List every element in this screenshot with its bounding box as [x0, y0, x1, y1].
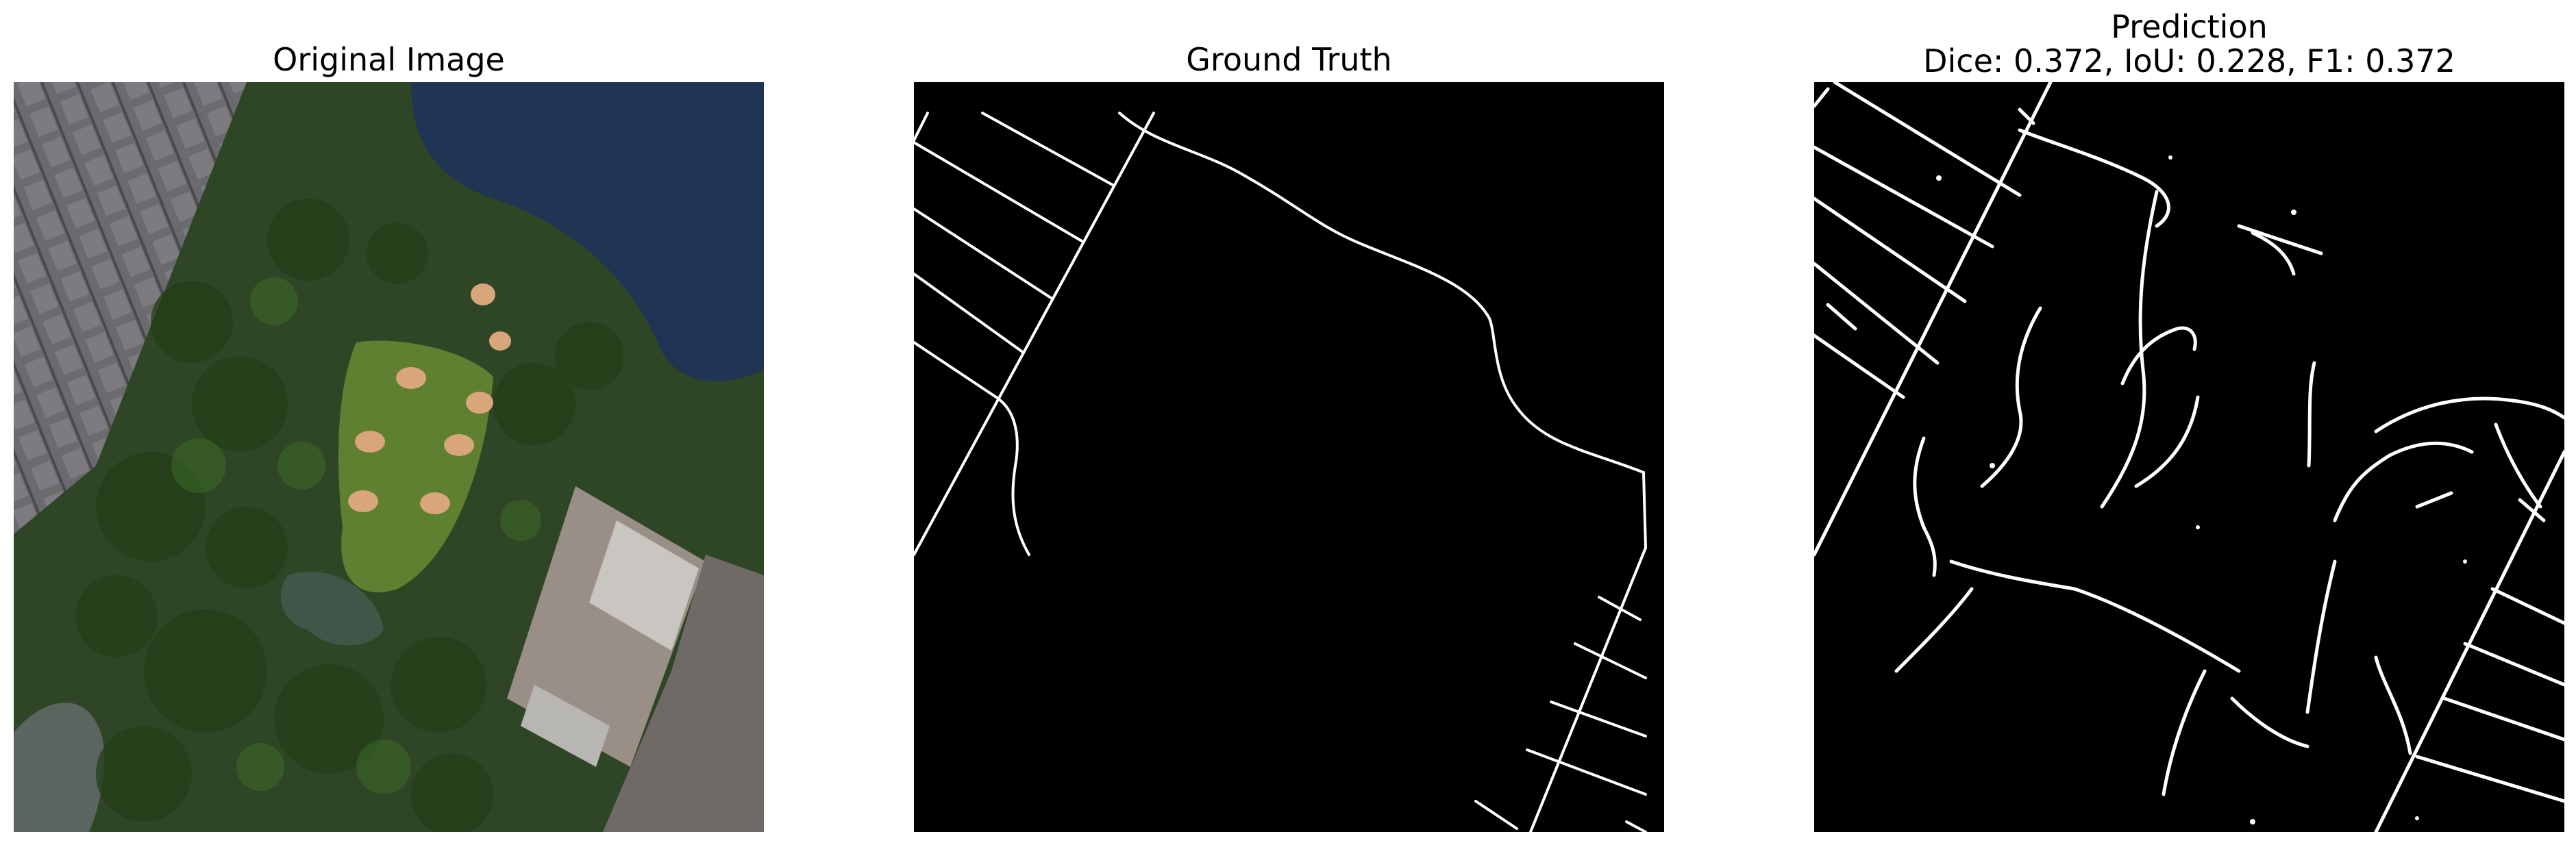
pred-road-diagonal — [1814, 82, 2053, 557]
pond — [281, 571, 384, 646]
aerial-photo — [14, 82, 764, 832]
reservoir-water — [411, 82, 764, 381]
city-blocks-right — [603, 555, 764, 832]
lake — [14, 703, 105, 832]
prediction-title-line: Prediction — [2111, 8, 2268, 45]
prediction-metrics: Dice: 0.372, IoU: 0.228, F1: 0.372 — [1923, 42, 2455, 79]
ground-truth-svg — [914, 82, 1664, 832]
original-image — [14, 82, 764, 832]
ground-truth-title: Ground Truth — [1186, 41, 1392, 78]
ground-truth-mask — [914, 82, 1664, 832]
prediction-title: Prediction Dice: 0.372, IoU: 0.228, F1: … — [1814, 10, 2564, 78]
prediction-mask — [1814, 82, 2564, 832]
lawn — [338, 340, 493, 593]
original-image-title: Original Image — [273, 41, 505, 78]
gt-road-diagonal — [914, 112, 1155, 556]
prediction-svg — [1814, 82, 2564, 832]
